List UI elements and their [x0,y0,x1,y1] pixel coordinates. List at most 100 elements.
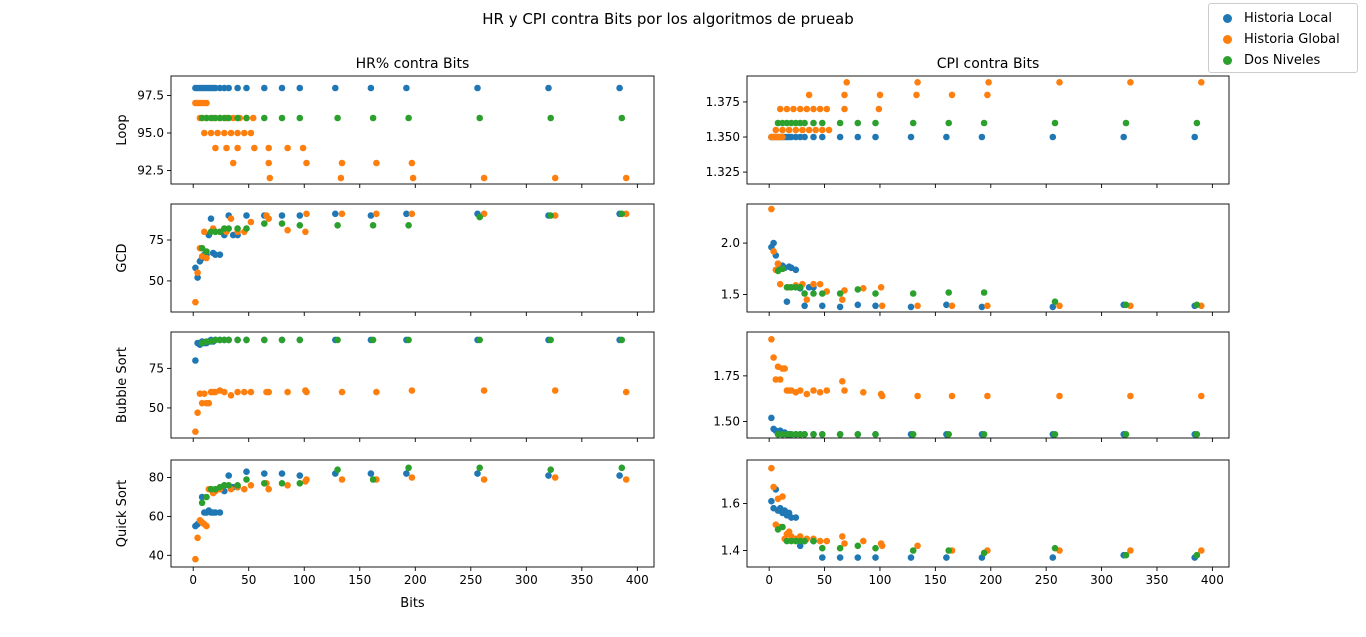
data-point [1193,551,1201,559]
data-point [1122,301,1130,309]
data-point [241,129,248,137]
data-point [768,497,775,505]
y-tick-label: 75 [149,233,164,247]
data-point [909,119,917,127]
data-point [618,114,626,122]
data-point [369,114,377,122]
data-point [816,105,824,113]
data-point [943,301,950,309]
data-point [247,482,255,489]
data-point [875,105,883,113]
data-point [332,210,339,218]
data-point [367,470,375,477]
data-point [803,390,811,398]
data-point [816,537,824,545]
data-point [474,470,481,477]
data-point [334,114,341,122]
series-historia-global [192,387,630,436]
data-point [192,428,199,436]
data-point [872,302,879,310]
data-point [265,215,273,222]
data-point [984,302,991,310]
data-point [776,280,784,288]
data-point [978,303,986,311]
data-point [878,392,886,400]
plot-frame [170,203,655,313]
legend: Historia Local Historia Global Dos Nivel… [1208,3,1358,73]
data-point [792,126,800,134]
data-point [227,392,235,399]
y-tick-label: 80 [149,471,164,485]
x-axis-label: Bits [400,596,425,611]
series-historia-global [768,336,1205,400]
data-point [373,159,380,167]
y-tick-label: 40 [149,548,164,562]
data-point [823,537,831,545]
data-point [841,540,848,547]
data-point [284,482,291,489]
legend-label: Dos Niveles [1244,52,1321,68]
data-point [234,225,241,232]
data-point [779,126,786,134]
x-tick-label: 250 [1035,573,1058,587]
x-tick-label: 250 [459,573,482,587]
legend-marker-historia-local [1223,13,1232,23]
data-point [1120,133,1127,141]
data-point [878,542,886,550]
data-point [265,144,273,152]
data-point [278,212,286,219]
data-point [243,114,250,122]
data-point [299,144,307,152]
series-dos-niveles [774,431,1201,438]
data-point [409,174,417,182]
data-point [854,542,862,550]
x-tick-label: 350 [1146,573,1169,587]
y-tick-label: 95.0 [137,126,164,140]
data-point [819,431,826,438]
data-point [476,464,484,472]
data-point [909,290,917,297]
data-point [367,212,375,219]
y-tick-label: 1.375 [706,95,740,109]
data-point [296,336,304,344]
data-point [334,336,341,344]
data-point [403,210,410,218]
data-point [1122,119,1130,127]
y-axis-label: Bubble Sort [115,347,130,423]
series-historia-local [192,84,623,92]
data-point [480,476,488,483]
data-point [227,215,235,222]
data-point [796,105,804,113]
data-point [243,212,250,219]
data-point [978,133,986,141]
data-point [265,159,273,167]
data-point [278,84,286,92]
data-point [225,482,232,489]
data-point [476,114,484,122]
data-point [284,226,291,234]
subplot-panel-cpi: 1.325 1.350 1.375 CPI contra Bits [706,56,1230,188]
data-point [796,533,804,540]
series-dos-niveles [774,119,1201,127]
data-point [618,210,626,218]
data-point [770,483,777,491]
data-point [201,228,208,236]
x-tick-label: 400 [1201,573,1224,587]
data-point [801,133,808,141]
x-tick-label: 150 [348,573,371,587]
series-dos-niveles [198,114,626,122]
x-tick-label: 0 [765,573,773,587]
data-point [907,303,915,311]
data-point [945,119,952,127]
series-dos-niveles [198,210,626,255]
data-point [225,225,232,232]
data-point [779,493,786,500]
series-dos-niveles [198,336,626,347]
data-point [1193,119,1201,127]
data-point [810,387,817,394]
data-point [823,105,831,113]
data-point [825,126,833,134]
data-point [261,114,268,122]
data-point [836,119,844,127]
x-tick-label: 50 [817,573,832,587]
